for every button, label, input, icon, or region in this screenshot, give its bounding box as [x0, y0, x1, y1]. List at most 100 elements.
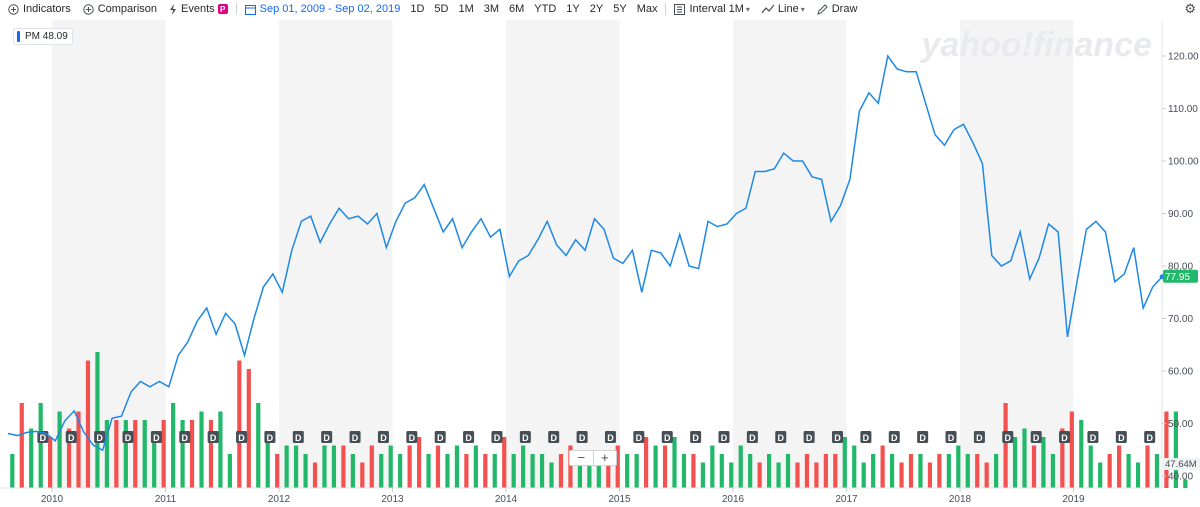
volume-bar — [748, 454, 753, 488]
dividend-marker[interactable]: D — [1087, 431, 1099, 443]
range-1d-button[interactable]: 1D — [410, 3, 425, 15]
events-button[interactable]: Events P — [169, 3, 228, 15]
dividend-marker[interactable]: D — [236, 431, 248, 443]
volume-bar — [937, 454, 942, 488]
volume-bar — [908, 454, 914, 488]
dividend-marker[interactable]: D — [576, 431, 588, 443]
dividend-marker[interactable]: D — [1059, 431, 1071, 443]
dividend-marker[interactable]: D — [349, 431, 361, 443]
dividend-marker[interactable]: D — [491, 431, 503, 443]
zoom-out-button[interactable]: − — [577, 450, 586, 465]
interval-dropdown[interactable]: Interval 1M ▾ — [674, 3, 750, 15]
dividend-marker[interactable]: D — [945, 431, 957, 443]
date-range-button[interactable]: Sep 01, 2009 - Sep 02, 2019 — [244, 3, 400, 15]
range-1y-button[interactable]: 1Y — [566, 3, 580, 15]
dividend-marker[interactable]: D — [264, 431, 276, 443]
dividend-marker[interactable]: D — [94, 431, 106, 443]
y-tick-label: 90.00 — [1168, 209, 1193, 220]
dividend-marker-bg — [434, 431, 446, 443]
settings-button[interactable]: ⚙ — [1184, 1, 1196, 17]
range-5y-button[interactable]: 5Y — [613, 3, 627, 15]
dividend-marker[interactable]: D — [321, 431, 333, 443]
dividend-marker[interactable]: D — [775, 431, 787, 443]
range-ytd-button[interactable]: YTD — [534, 3, 557, 15]
dividend-marker[interactable]: D — [434, 431, 446, 443]
volume-bar — [38, 403, 43, 488]
range-2y-button[interactable]: 2Y — [589, 3, 604, 15]
dividend-marker-bg — [377, 431, 389, 443]
dividend-marker-label: D — [1005, 433, 1012, 443]
y-tick-label: 80.00 — [1168, 262, 1193, 273]
volume-bar — [1145, 445, 1150, 488]
dividend-marker[interactable]: D — [633, 431, 645, 443]
volume-bar — [379, 454, 384, 488]
dividend-marker[interactable]: D — [746, 431, 758, 443]
volume-bar — [171, 403, 176, 488]
dividend-marker[interactable]: D — [122, 431, 134, 443]
dividend-marker[interactable]: D — [377, 431, 389, 443]
volume-bar — [918, 454, 923, 488]
dividend-marker[interactable]: D — [519, 431, 531, 443]
volume-bar — [596, 462, 601, 488]
dividend-marker[interactable]: D — [860, 431, 872, 443]
range-1m-button[interactable]: 1M — [458, 3, 474, 15]
dividend-marker[interactable]: D — [292, 431, 304, 443]
dividend-marker[interactable]: D — [888, 431, 900, 443]
dividend-marker-label: D — [96, 433, 103, 443]
indicators-button[interactable]: Indicators — [8, 3, 71, 15]
volume-bar — [360, 462, 365, 488]
volume-bar — [738, 445, 743, 488]
volume-bar — [123, 420, 128, 488]
comparison-button[interactable]: Comparison — [83, 3, 157, 15]
range-5d-button[interactable]: 5D — [434, 3, 449, 15]
last-price-value: 77.95 — [1165, 272, 1190, 283]
volume-bar — [823, 454, 828, 488]
dividend-marker[interactable]: D — [1030, 431, 1042, 443]
range-3m-button[interactable]: 3M — [483, 3, 500, 15]
dividend-marker[interactable]: D — [1115, 431, 1127, 443]
volume-bar — [842, 437, 847, 488]
dividend-marker[interactable]: D — [150, 431, 162, 443]
indicators-label: Indicators — [23, 3, 71, 15]
dividend-marker-bg — [122, 431, 134, 443]
volume-bar — [700, 462, 705, 488]
dividend-marker[interactable]: D — [973, 431, 985, 443]
volume-bar — [1164, 411, 1169, 488]
series-legend[interactable]: PM 48.09 — [13, 28, 73, 45]
dividend-marker[interactable]: D — [917, 431, 929, 443]
dividend-marker[interactable]: D — [207, 431, 219, 443]
dividend-marker-bg — [661, 431, 673, 443]
volume-bar — [558, 454, 564, 488]
dividend-marker[interactable]: D — [1144, 431, 1156, 443]
dividend-marker[interactable]: D — [1002, 431, 1014, 443]
dividend-marker[interactable]: D — [65, 431, 77, 443]
volume-bar — [454, 445, 460, 488]
volume-bar — [1098, 462, 1103, 488]
chart-type-dropdown[interactable]: Line ▾ — [761, 3, 805, 15]
dividend-marker[interactable]: D — [604, 431, 616, 443]
draw-button[interactable]: Draw — [816, 3, 857, 15]
range-6m-button[interactable]: 6M — [509, 3, 525, 15]
range-max-button[interactable]: Max — [636, 3, 658, 15]
events-badge: P — [217, 4, 228, 14]
dividend-marker[interactable]: D — [803, 431, 815, 443]
volume-bar — [199, 411, 204, 488]
volume-bar — [95, 352, 100, 488]
dividend-marker[interactable]: D — [690, 431, 702, 443]
dividend-marker[interactable]: D — [406, 431, 418, 443]
volume-bar — [1012, 437, 1018, 488]
dividend-marker[interactable]: D — [718, 431, 730, 443]
dividend-marker-label: D — [437, 433, 444, 443]
dividend-marker[interactable]: D — [548, 431, 560, 443]
dividend-marker-bg — [633, 431, 645, 443]
volume-bar — [568, 445, 573, 488]
dividend-marker[interactable]: D — [179, 431, 191, 443]
volume-bar — [416, 437, 422, 488]
dividend-marker[interactable]: D — [832, 431, 844, 443]
dividend-marker[interactable]: D — [463, 431, 475, 443]
dividend-marker[interactable]: D — [661, 431, 673, 443]
dividend-marker-bg — [746, 431, 758, 443]
zoom-in-button[interactable]: + — [600, 450, 609, 465]
